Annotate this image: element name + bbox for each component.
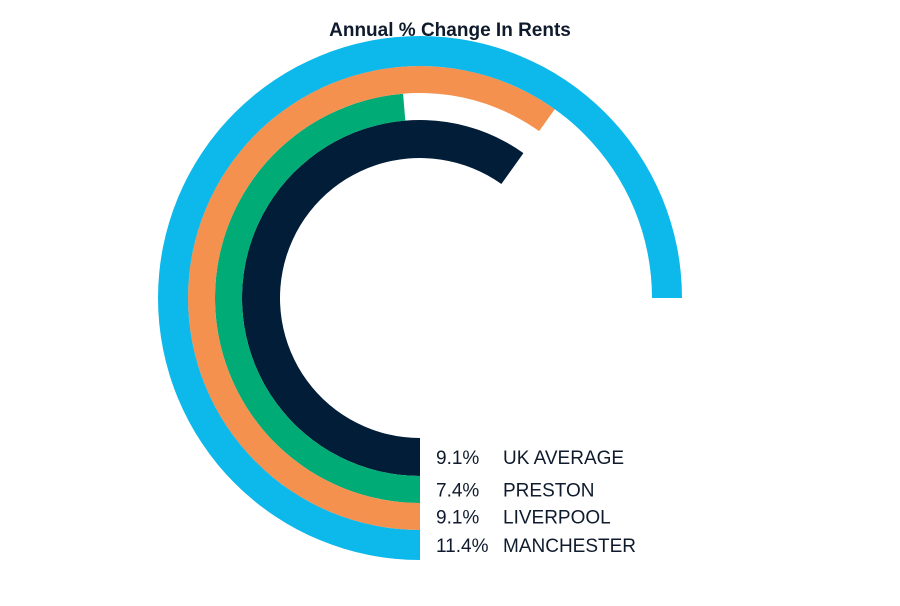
chart-title: Annual % Change In Rents xyxy=(329,20,571,41)
series-label: MANCHESTER xyxy=(503,536,636,557)
series-label: PRESTON xyxy=(503,481,595,502)
series-label: LIVERPOOL xyxy=(503,508,611,529)
value-label: 9.1% xyxy=(436,448,479,469)
arc-liverpool xyxy=(188,65,555,531)
value-label: 7.4% xyxy=(436,481,479,502)
series-label: UK AVERAGE xyxy=(503,448,624,469)
value-label: 11.4% xyxy=(436,536,489,557)
arc-uk-average xyxy=(242,120,524,476)
arc-preston xyxy=(214,93,420,503)
value-label: 9.1% xyxy=(436,508,479,529)
